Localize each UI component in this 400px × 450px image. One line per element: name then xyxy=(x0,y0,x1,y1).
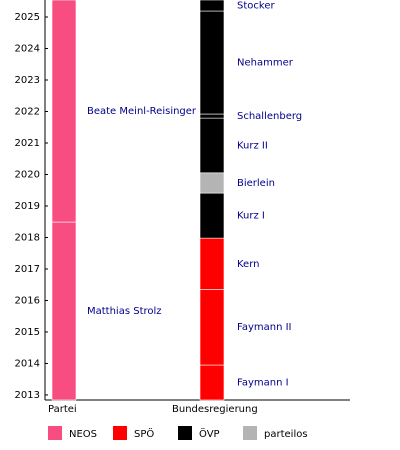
legend-label: SPÖ xyxy=(134,427,154,440)
legend-swatch xyxy=(178,426,192,440)
segment-label: Schallenberg xyxy=(237,111,302,122)
legend-label: NEOS xyxy=(69,429,97,440)
segment-label: Kurz II xyxy=(237,141,268,152)
segment xyxy=(199,364,225,401)
y-tick-label: 2018 xyxy=(15,232,40,243)
segment-label: Stocker xyxy=(237,1,275,12)
segment xyxy=(199,117,225,174)
legend-label: ÖVP xyxy=(199,427,220,440)
x-category-label: Bundesregierung xyxy=(172,404,258,415)
segment-label: Beate Meinl-Reisinger xyxy=(87,106,197,117)
y-tick-label: 2014 xyxy=(15,358,40,369)
segment xyxy=(51,0,77,223)
y-tick-label: 2023 xyxy=(15,75,40,86)
segment xyxy=(199,0,225,12)
y-tick-label: 2021 xyxy=(15,138,40,149)
segment xyxy=(51,221,77,401)
segment-label: Kern xyxy=(237,259,260,270)
segment xyxy=(199,192,225,239)
legend-swatch xyxy=(243,426,257,440)
x-category-label: Partei xyxy=(48,404,77,415)
y-tick-label: 2022 xyxy=(15,106,40,117)
segment-label: Bierlein xyxy=(237,178,275,189)
segment-label: Nehammer xyxy=(237,58,294,69)
segment-label: Faymann I xyxy=(237,378,289,389)
y-tick-label: 2013 xyxy=(15,390,40,401)
segment xyxy=(199,113,225,119)
segment xyxy=(199,237,225,290)
y-tick-label: 2015 xyxy=(15,327,40,338)
y-tick-label: 2025 xyxy=(15,12,40,23)
y-tick-label: 2016 xyxy=(15,295,40,306)
segment xyxy=(199,10,225,115)
y-tick-label: 2020 xyxy=(15,169,40,180)
segment-label: Faymann II xyxy=(237,322,292,333)
y-tick-label: 2024 xyxy=(15,44,40,55)
legend-swatch xyxy=(113,426,127,440)
segment xyxy=(199,172,225,194)
y-tick-label: 2019 xyxy=(15,201,40,212)
y-tick-label: 2017 xyxy=(15,264,40,275)
legend-label: parteilos xyxy=(264,429,308,440)
segment-label: Kurz I xyxy=(237,211,265,222)
segment-label: Matthias Strolz xyxy=(87,306,162,317)
legend-swatch xyxy=(48,426,62,440)
segment xyxy=(199,289,225,366)
